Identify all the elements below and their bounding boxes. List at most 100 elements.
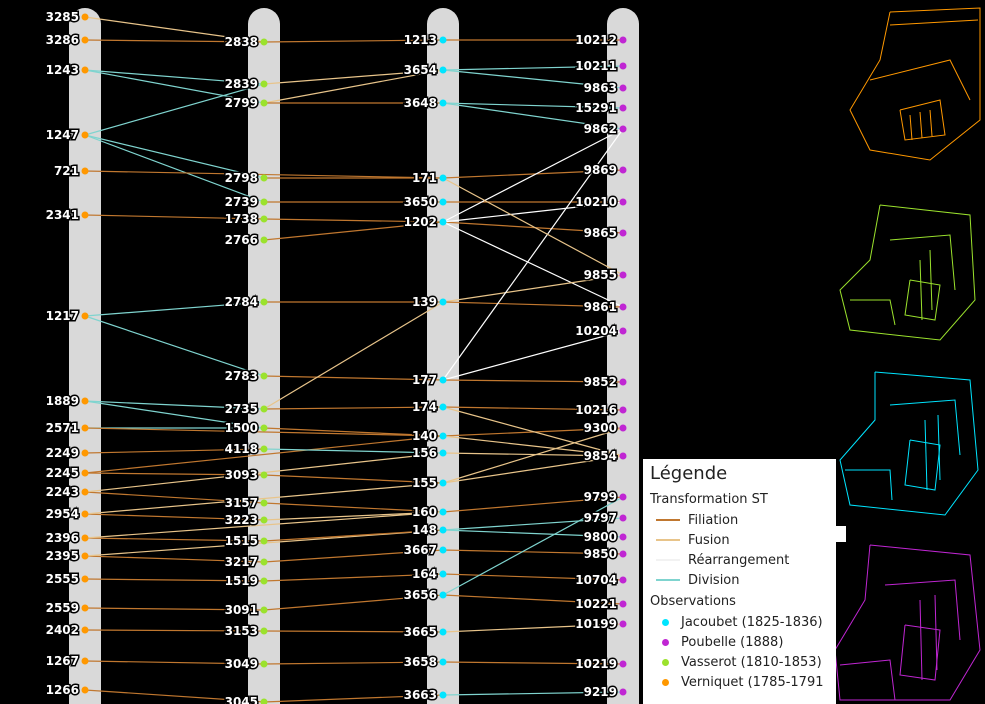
observation-dot-poubelle	[619, 533, 627, 541]
parcel-label-vasserot: 3153	[225, 624, 258, 638]
parcel-label-vasserot: 2739	[225, 195, 258, 209]
parcel-label-vasserot: 2735	[225, 402, 258, 416]
link-filiation	[263, 39, 444, 43]
parcel-label-jacoubet: 139	[412, 295, 437, 309]
parcel-label-vasserot: 3091	[225, 603, 258, 617]
parcel-label-vasserot: 2838	[225, 35, 258, 49]
legend-line-swatch	[656, 559, 680, 561]
parcel-label-vasserot: 2839	[225, 77, 258, 91]
observation-dot-vasserot	[260, 537, 268, 545]
parcel-label-jacoubet: 3654	[404, 63, 437, 77]
parcel-label-jacoubet: 177	[412, 373, 437, 387]
legend-item-label: Verniquet (1785-1791	[681, 674, 824, 690]
observation-dot-verniquet	[81, 488, 89, 496]
observation-dot-vasserot	[260, 80, 268, 88]
parcel-label-poubelle: 10211	[575, 59, 617, 73]
parcel-label-jacoubet: 3658	[404, 655, 437, 669]
parcel-label-poubelle: 9862	[584, 122, 617, 136]
parcel-label-vasserot: 3157	[225, 496, 258, 510]
observation-dot-verniquet	[81, 397, 89, 405]
observation-dot-vasserot	[260, 174, 268, 182]
observation-dot-verniquet	[81, 312, 89, 320]
observation-dot-poubelle	[619, 36, 627, 44]
link-filiation	[442, 379, 624, 383]
observation-dot-jacoubet	[439, 508, 447, 516]
observation-dot-jacoubet	[439, 546, 447, 554]
observation-dot-jacoubet	[439, 174, 447, 182]
link-division	[84, 400, 265, 410]
parcel-label-verniquet: 2954	[46, 507, 79, 521]
parcel-label-verniquet: 1889	[46, 394, 79, 408]
observation-dot-verniquet	[81, 686, 89, 694]
parcel-label-verniquet: 2571	[46, 421, 79, 435]
link-fusion	[442, 406, 624, 457]
parcel-label-jacoubet: 160	[412, 505, 437, 519]
legend-item-label: Réarrangement	[688, 552, 790, 568]
parcel-label-poubelle: 10212	[575, 33, 617, 47]
parcel-label-jacoubet: 3667	[404, 543, 437, 557]
observation-dot-poubelle	[619, 271, 627, 279]
parcel-label-jacoubet: 1213	[404, 33, 437, 47]
observation-dot-verniquet	[81, 626, 89, 634]
observation-dot-vasserot	[260, 606, 268, 614]
observation-dot-vasserot	[260, 516, 268, 524]
legend-item-transformation-2: Réarrangement	[650, 550, 836, 570]
observation-dot-jacoubet	[439, 479, 447, 487]
link-filiation	[263, 549, 444, 563]
link-filiation	[263, 375, 444, 381]
parcel-shapes	[834, 7, 981, 701]
observation-dot-vasserot	[260, 215, 268, 223]
observation-dot-jacoubet	[439, 526, 447, 534]
link-division	[442, 102, 624, 130]
observation-dot-vasserot	[260, 372, 268, 380]
observation-dot-verniquet	[81, 36, 89, 44]
link-rearrangement	[442, 221, 624, 308]
parcel-label-poubelle: 9797	[584, 511, 617, 525]
parcel-labels: 3285 3286 1243 1247 721 2341 1217 1889 2571 2249 2…	[44, 9, 618, 704]
parcel-label-poubelle: 10216	[575, 403, 617, 417]
link-rearrangement	[442, 330, 624, 381]
link-filiation	[84, 607, 265, 611]
observation-dot-verniquet	[81, 424, 89, 432]
observation-dot-vasserot	[260, 198, 268, 206]
parcel-label-verniquet: 2243	[46, 485, 79, 499]
parcel-label-jacoubet: 3648	[404, 96, 437, 110]
parcel-poubelle-shape	[834, 544, 981, 701]
parcel-label-poubelle: 10210	[575, 195, 617, 209]
link-division	[442, 517, 624, 531]
legend-dot-swatch	[662, 618, 669, 626]
link-fusion	[442, 177, 624, 276]
link-filiation	[263, 573, 444, 582]
observation-dot-poubelle	[619, 62, 627, 70]
parcel-label-vasserot: 3049	[225, 657, 258, 671]
track-verniquet	[69, 8, 101, 704]
link-filiation	[84, 39, 265, 43]
link-division	[84, 134, 265, 203]
link-division	[84, 69, 265, 104]
link-filiation	[442, 301, 624, 308]
parcel-label-jacoubet: 3656	[404, 588, 437, 602]
link-fusion	[442, 455, 624, 484]
parcel-label-poubelle: 9852	[584, 375, 617, 389]
parcel-jacoubet-shape	[839, 371, 979, 516]
legend-dot-swatch	[662, 658, 669, 666]
link-division	[84, 83, 265, 136]
observation-dot-poubelle	[619, 198, 627, 206]
observation-dot-verniquet	[81, 449, 89, 457]
parcel-label-verniquet: 2249	[46, 446, 79, 460]
parcel-label-jacoubet: 164	[412, 567, 437, 581]
legend-item-transformation-3: Division	[650, 570, 836, 590]
parcel-label-poubelle: 10704	[575, 573, 617, 587]
parcel-label-poubelle: 9854	[584, 449, 617, 463]
legend-item-label: Division	[688, 572, 740, 588]
link-division	[442, 496, 624, 596]
legend-item-label: Jacoubet (1825-1836)	[681, 614, 823, 630]
parcel-label-vasserot: 3045	[225, 695, 258, 704]
link-filiation	[84, 629, 265, 632]
parcel-label-verniquet: 2555	[46, 572, 79, 586]
observation-dot-jacoubet	[439, 658, 447, 666]
link-division	[442, 102, 624, 109]
legend-item-label: Filiation	[688, 512, 739, 528]
observation-dot-poubelle	[619, 660, 627, 668]
